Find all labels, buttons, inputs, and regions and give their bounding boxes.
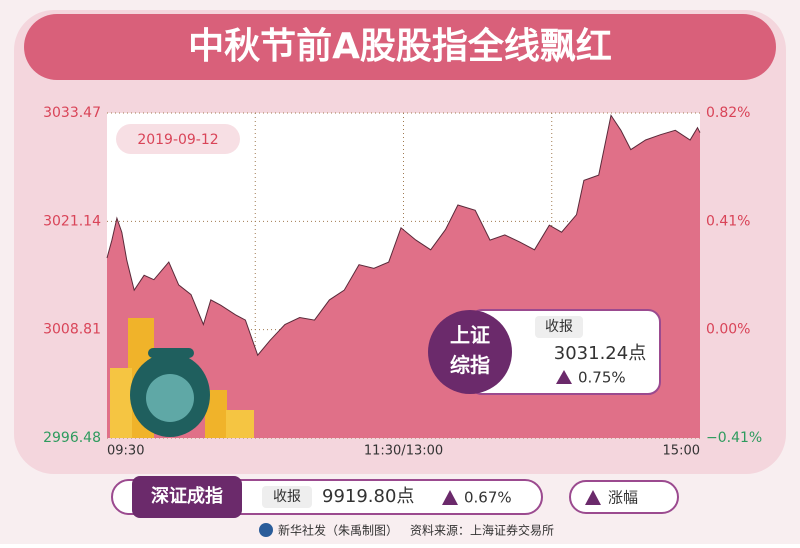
decoration (110, 318, 254, 438)
date-badge (116, 124, 240, 154)
credit: 新华社发（朱禹制图） (278, 523, 398, 538)
y2-tick-label: 0.82% (706, 105, 750, 121)
legend-arrow (585, 490, 601, 505)
sh-close-label: 收报 (545, 319, 573, 335)
y2-tick-label: 0.00% (706, 322, 750, 338)
y2-tick-label: 0.41% (706, 213, 750, 229)
date: 2019-09-12 (137, 132, 218, 148)
x-tick-label: 15:00 (663, 444, 700, 459)
x-tick-label: 09:30 (107, 444, 144, 459)
y-tick-label: 2996.48 (43, 430, 101, 446)
y2-tick-label: −0.41% (706, 430, 762, 446)
y-tick-label: 3021.14 (43, 213, 101, 229)
title-banner (24, 14, 776, 80)
legend-label: 涨幅 (608, 489, 638, 507)
sz-label-bg (262, 486, 312, 508)
sz-close: 9919.80点 (322, 486, 414, 507)
x-tick-label: 11:30/13:00 (364, 444, 443, 459)
sz-badge (132, 476, 242, 518)
sh-close: 3031.24点 (554, 343, 646, 364)
up-arrow (556, 370, 572, 384)
sz-change: 0.67% (464, 489, 512, 507)
logo (259, 523, 273, 537)
title: 中秋节前A股股指全线飘红 (188, 25, 612, 67)
sh-name: 上证综指 (450, 323, 490, 377)
sh-label-bg (535, 316, 583, 338)
sz-close-label: 收报 (273, 489, 301, 505)
area-line (106, 114, 701, 357)
source: 资料来源：上海证券交易所 (410, 523, 554, 538)
y-tick-label: 3008.81 (43, 322, 101, 338)
y-tick-label: 3033.47 (43, 105, 101, 121)
sz-name: 深证成指 (151, 485, 223, 507)
sh-badge (428, 310, 512, 394)
up-arrow (442, 490, 458, 505)
sh-change: 0.75% (578, 369, 626, 387)
